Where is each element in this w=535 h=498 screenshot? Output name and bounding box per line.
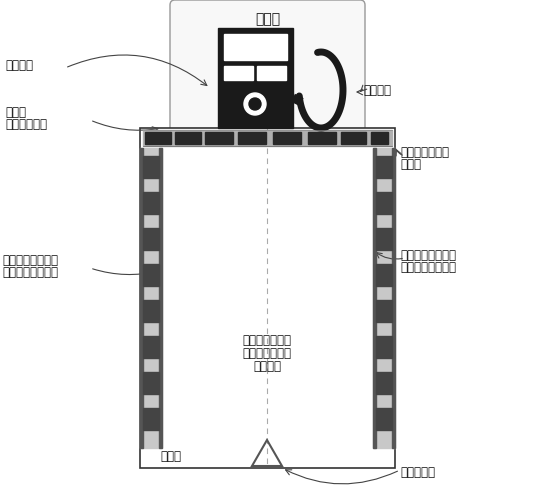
Bar: [273, 132, 301, 144]
Bar: [143, 228, 159, 250]
Text: 控制模块: 控制模块: [363, 84, 391, 97]
Bar: [140, 148, 143, 448]
Bar: [308, 132, 336, 144]
Text: 刷卡装置: 刷卡装置: [5, 58, 33, 72]
Bar: [238, 132, 266, 144]
Circle shape: [249, 98, 261, 110]
Bar: [376, 192, 392, 214]
Bar: [373, 148, 376, 448]
Bar: [371, 132, 388, 144]
Bar: [373, 148, 395, 448]
Bar: [143, 156, 159, 178]
Bar: [376, 228, 392, 250]
Circle shape: [244, 93, 266, 115]
Bar: [143, 300, 159, 322]
Text: 充电桩: 充电桩: [255, 12, 280, 26]
Bar: [143, 264, 159, 286]
Bar: [159, 148, 162, 448]
Text: 及电源线: 及电源线: [253, 360, 281, 373]
Text: 停车位: 停车位: [160, 450, 181, 463]
Text: 车位检测装置: 车位检测装置: [5, 118, 47, 130]
Bar: [143, 408, 159, 430]
Text: 的栏杆: 的栏杆: [400, 157, 421, 170]
Text: 电动车位锁: 电动车位锁: [400, 466, 435, 479]
Bar: [376, 300, 392, 322]
Text: 埋藏在地下的电: 埋藏在地下的电: [242, 334, 292, 347]
Bar: [376, 336, 392, 358]
FancyBboxPatch shape: [170, 0, 365, 150]
Bar: [376, 264, 392, 286]
Text: 阻止车驶入的栏杆: 阻止车驶入的栏杆: [400, 260, 456, 273]
Text: 帮助驾驶员定位: 帮助驾驶员定位: [400, 145, 449, 158]
Bar: [143, 130, 392, 146]
Bar: [175, 132, 201, 144]
Bar: [218, 28, 293, 128]
Bar: [376, 372, 392, 394]
Text: 动车位锁控制线: 动车位锁控制线: [242, 347, 292, 360]
Bar: [392, 148, 395, 448]
Bar: [143, 192, 159, 214]
Bar: [376, 156, 392, 178]
Bar: [341, 132, 366, 144]
Text: 侧面固定于地面、: 侧面固定于地面、: [2, 253, 58, 266]
Text: 侧面固定于地面、: 侧面固定于地面、: [400, 249, 456, 261]
Bar: [224, 34, 287, 60]
Text: 阻止车驶入的栏杆: 阻止车驶入的栏杆: [2, 265, 58, 278]
Text: 超声波: 超声波: [5, 106, 26, 119]
Bar: [376, 408, 392, 430]
Bar: [224, 66, 253, 80]
Bar: [143, 336, 159, 358]
Bar: [257, 66, 286, 80]
Bar: [140, 128, 395, 468]
Bar: [140, 148, 162, 448]
Bar: [143, 372, 159, 394]
Bar: [145, 132, 171, 144]
Bar: [205, 132, 233, 144]
